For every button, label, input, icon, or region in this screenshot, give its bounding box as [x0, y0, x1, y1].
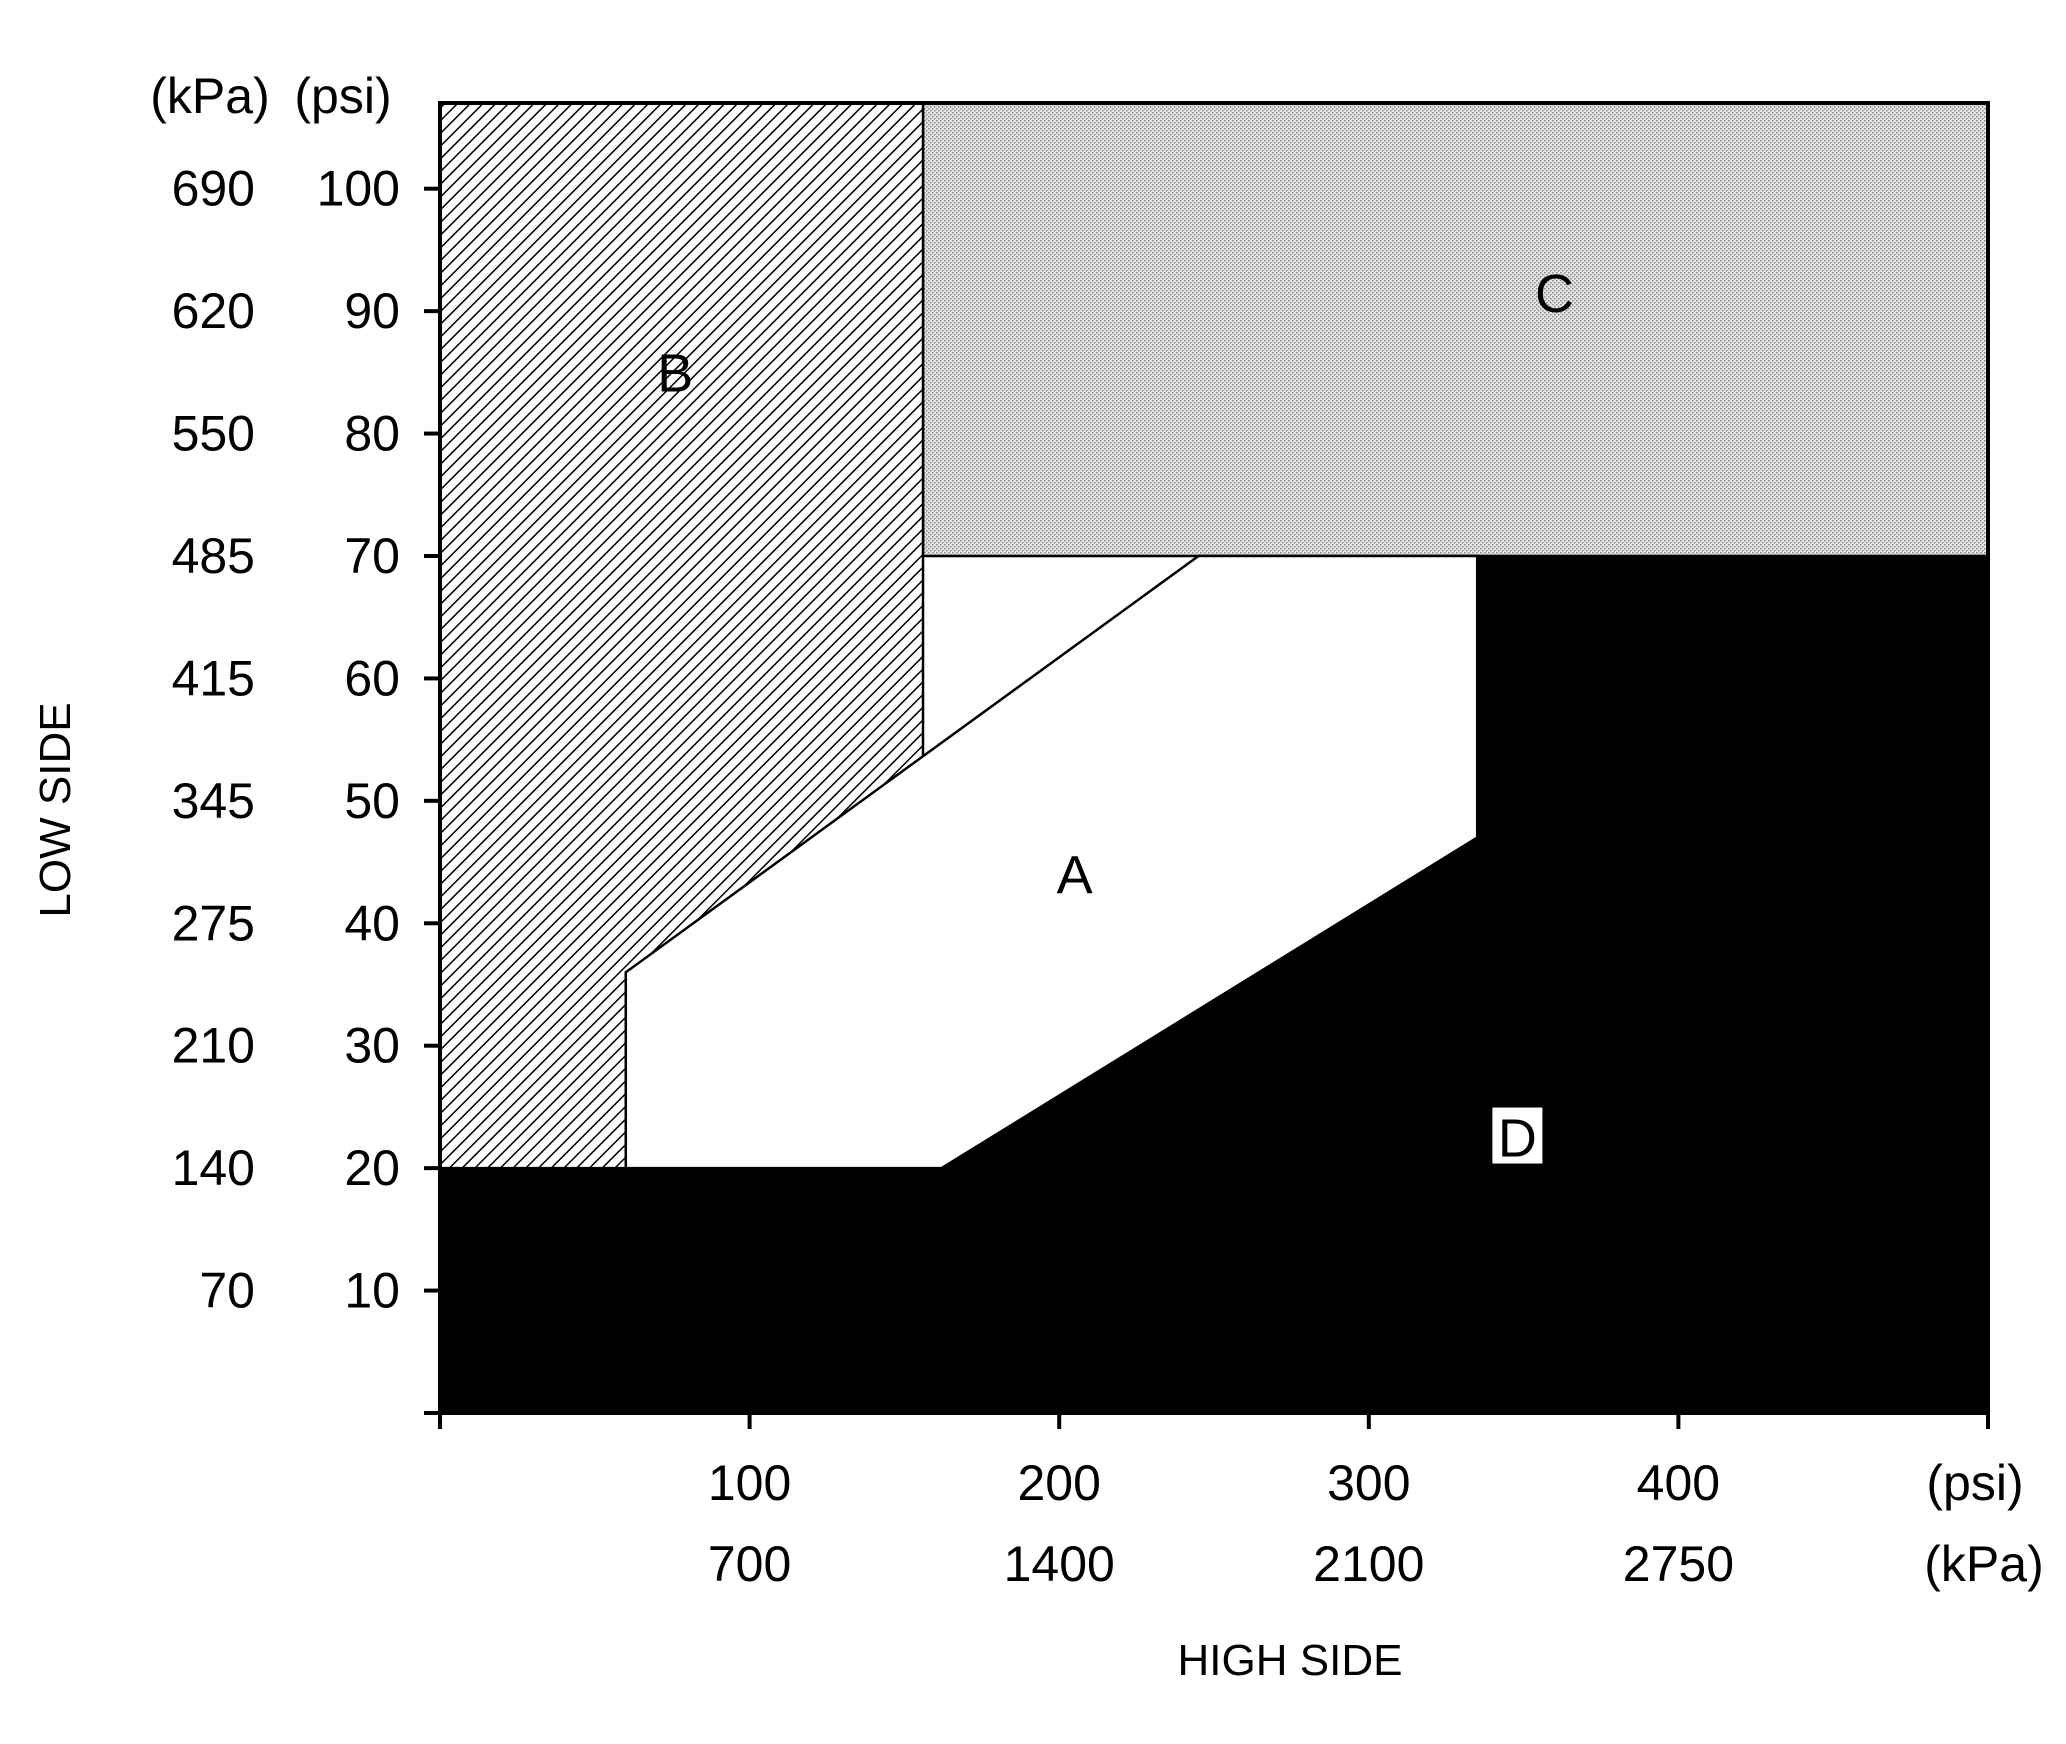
x-axis-title: HIGH SIDE: [1178, 1636, 1403, 1685]
y-tick-label-kpa: 275: [172, 895, 255, 951]
y-tick-label-kpa: 690: [172, 161, 255, 217]
region-a: [624, 554, 1479, 1170]
x-tick-label-psi: 400: [1637, 1455, 1720, 1511]
x-axis-unit-psi: (psi): [1926, 1455, 2023, 1511]
x-tick-label-psi: 100: [708, 1455, 791, 1511]
x-tick-label-kpa: 2750: [1623, 1536, 1734, 1592]
y-tick-label-psi: 90: [344, 283, 400, 339]
x-tick-label-kpa: 2100: [1313, 1536, 1424, 1592]
x-tick-label-kpa: 700: [708, 1536, 791, 1592]
region-d: [440, 556, 1988, 1413]
y-tick-label-kpa: 70: [199, 1263, 255, 1319]
x-axis-unit-kpa: (kPa): [1924, 1536, 2043, 1592]
y-tick-label-psi: 50: [344, 773, 400, 829]
y-tick-label-psi: 60: [344, 650, 400, 706]
y-axis-unit-kpa: (kPa): [150, 68, 269, 124]
y-tick-label-psi: 100: [317, 161, 400, 217]
region-c: [921, 101, 1990, 558]
axes-layer: 10 70 20 140 30 210 40 275 50 345 60 415 70 485 80 550 9…: [172, 101, 1990, 1592]
x-tick-label-psi: 200: [1017, 1455, 1100, 1511]
y-tick-label-kpa: 550: [172, 406, 255, 462]
x-tick-label-kpa: 1400: [1004, 1536, 1115, 1592]
y-tick-label-psi: 20: [344, 1140, 400, 1196]
y-tick-label-psi: 80: [344, 406, 400, 462]
y-tick-label-kpa: 415: [172, 650, 255, 706]
y-axis-unit-psi: (psi): [294, 68, 391, 124]
region-b-label: B: [657, 343, 693, 403]
y-tick-label-psi: 30: [344, 1018, 400, 1074]
region-a-label: A: [1057, 845, 1093, 905]
y-tick-label-psi: 70: [344, 528, 400, 584]
y-tick-label-kpa: 345: [172, 773, 255, 829]
x-tick-label-psi: 300: [1327, 1455, 1410, 1511]
region-d-label-box: [1492, 1107, 1543, 1164]
y-tick-label-psi: 40: [344, 895, 400, 951]
y-axis-title: LOW SIDE: [31, 702, 80, 917]
y-tick-label-kpa: 210: [172, 1018, 255, 1074]
y-tick-label-kpa: 140: [172, 1140, 255, 1196]
regions-layer: [438, 101, 1990, 1413]
y-tick-label-kpa: 620: [172, 283, 255, 339]
labels-layer: A B C D: [657, 264, 1574, 1169]
y-tick-label-kpa: 485: [172, 528, 255, 584]
y-tick-label-psi: 10: [344, 1263, 400, 1319]
region-c-label: C: [1535, 264, 1574, 324]
plot-frame: [438, 101, 1990, 1415]
region-d-label: D: [1498, 1109, 1537, 1169]
